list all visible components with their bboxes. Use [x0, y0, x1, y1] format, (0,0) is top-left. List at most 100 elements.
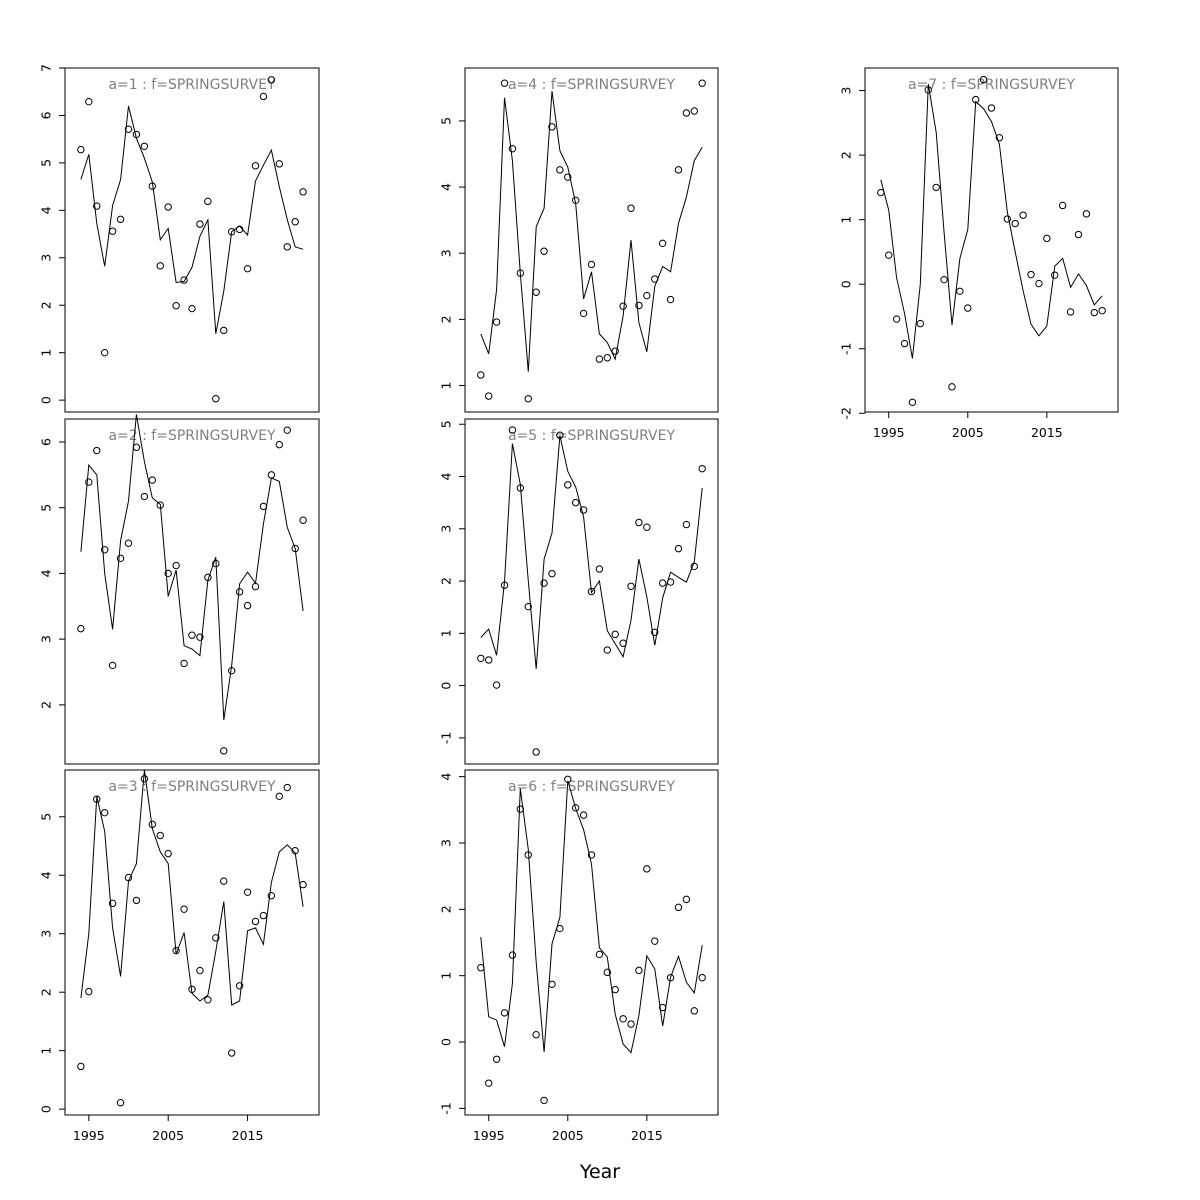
- observed-point: [477, 654, 485, 663]
- observed-point: [956, 287, 964, 296]
- observed-point: [140, 142, 149, 150]
- observed-point: [1090, 308, 1098, 317]
- observed-point: [635, 518, 643, 527]
- observed-point: [204, 197, 212, 206]
- observed-point: [148, 820, 157, 829]
- observed-point: [603, 354, 612, 362]
- observed-point: [500, 1009, 509, 1017]
- y-tick-label: 6: [39, 111, 54, 119]
- y-tick-label: 4: [39, 206, 54, 214]
- observed-point: [1035, 279, 1043, 288]
- observed-point: [212, 559, 220, 568]
- observed-point: [595, 355, 604, 363]
- observed-point: [172, 561, 180, 570]
- observed-point: [132, 130, 141, 139]
- observed-point: [548, 980, 556, 988]
- observed-point: [556, 431, 564, 439]
- y-tick-label: 2: [439, 577, 454, 585]
- panel-title: a=2 : f=SPRINGSURVEY: [108, 428, 276, 444]
- fitted-line: [80, 769, 304, 1006]
- observed-point: [477, 964, 485, 972]
- observed-point: [571, 196, 580, 205]
- observed-point: [698, 973, 706, 982]
- x-tick-label: 1995: [473, 1128, 505, 1143]
- y-tick-label: 4: [439, 773, 454, 781]
- observed-point: [1019, 211, 1027, 219]
- observed-point: [251, 582, 260, 591]
- panel-a4: 1 2 3 4 5 a=4 : f=SPRINGSURVEY: [439, 67, 719, 413]
- y-tick-label: 5: [39, 813, 54, 821]
- observed-point: [524, 395, 532, 403]
- y-tick-label: 2: [39, 988, 54, 996]
- observed-point: [212, 934, 220, 942]
- observed-point: [93, 795, 101, 803]
- observed-point: [267, 76, 276, 84]
- observed-point: [635, 301, 643, 310]
- observed-point: [485, 1079, 493, 1087]
- observed-point: [164, 569, 172, 578]
- y-tick-label: 2: [439, 905, 454, 913]
- y-tick-label: 3: [439, 525, 454, 533]
- observed-point: [85, 987, 93, 996]
- observed-point: [611, 347, 619, 355]
- panel-frame: [464, 67, 719, 413]
- observed-point: [603, 646, 612, 654]
- observed-point: [643, 523, 651, 531]
- observed-point: [93, 446, 101, 455]
- observed-point: [1082, 210, 1091, 218]
- observed-point: [275, 792, 284, 801]
- observed-point: [548, 123, 556, 131]
- observed-point: [508, 951, 517, 959]
- x-tick-label: 1995: [873, 425, 905, 440]
- observed-point: [619, 1015, 627, 1023]
- observed-point: [196, 633, 204, 641]
- observed-point: [674, 903, 683, 912]
- observed-point: [275, 160, 284, 168]
- observed-point: [291, 544, 299, 553]
- observed-point: [548, 570, 556, 578]
- observed-point: [571, 804, 580, 812]
- y-tick-label: 3: [439, 249, 454, 257]
- observed-point: [564, 173, 572, 181]
- y-tick-label: -2: [839, 407, 854, 419]
- observed-point: [485, 656, 493, 664]
- observed-point: [658, 579, 667, 587]
- observed-point: [619, 302, 627, 310]
- x-tick-label: 2005: [952, 425, 984, 440]
- observed-point: [971, 95, 980, 104]
- observed-point: [524, 602, 532, 611]
- observed-point: [556, 924, 564, 933]
- y-tick-label: 0: [839, 280, 854, 288]
- observed-point: [172, 302, 180, 310]
- y-tick-label: 1: [839, 216, 854, 224]
- observed-point: [100, 348, 109, 357]
- observed-point: [1098, 306, 1106, 315]
- x-tick-label: 2015: [1031, 425, 1063, 440]
- observed-point: [1043, 234, 1051, 243]
- observed-point: [579, 506, 588, 514]
- panel-a2: 2 3 4 5 6 a=2 : f=SPRINGSURVEY: [39, 414, 320, 765]
- panel-frame: [64, 769, 320, 1116]
- observed-point: [587, 851, 596, 859]
- y-tick-label: 7: [39, 64, 54, 72]
- observed-point: [682, 520, 691, 529]
- y-tick-label: 3: [39, 254, 54, 262]
- observed-point: [188, 985, 196, 993]
- y-tick-label: 1: [439, 382, 454, 390]
- y-tick-label: 2: [39, 301, 54, 309]
- observed-point: [291, 218, 299, 226]
- observed-point: [243, 888, 252, 896]
- observed-point: [556, 166, 564, 174]
- observed-point: [540, 247, 548, 255]
- observed-point: [987, 104, 996, 112]
- observed-point: [524, 851, 532, 859]
- observed-point: [940, 275, 948, 284]
- observed-point: [477, 371, 485, 379]
- observed-point: [877, 188, 885, 197]
- observed-point: [100, 808, 109, 817]
- observed-point: [1066, 308, 1075, 316]
- observed-point: [611, 630, 619, 639]
- observed-point: [196, 966, 204, 975]
- fitted-line: [480, 780, 703, 1054]
- observed-point: [227, 227, 236, 236]
